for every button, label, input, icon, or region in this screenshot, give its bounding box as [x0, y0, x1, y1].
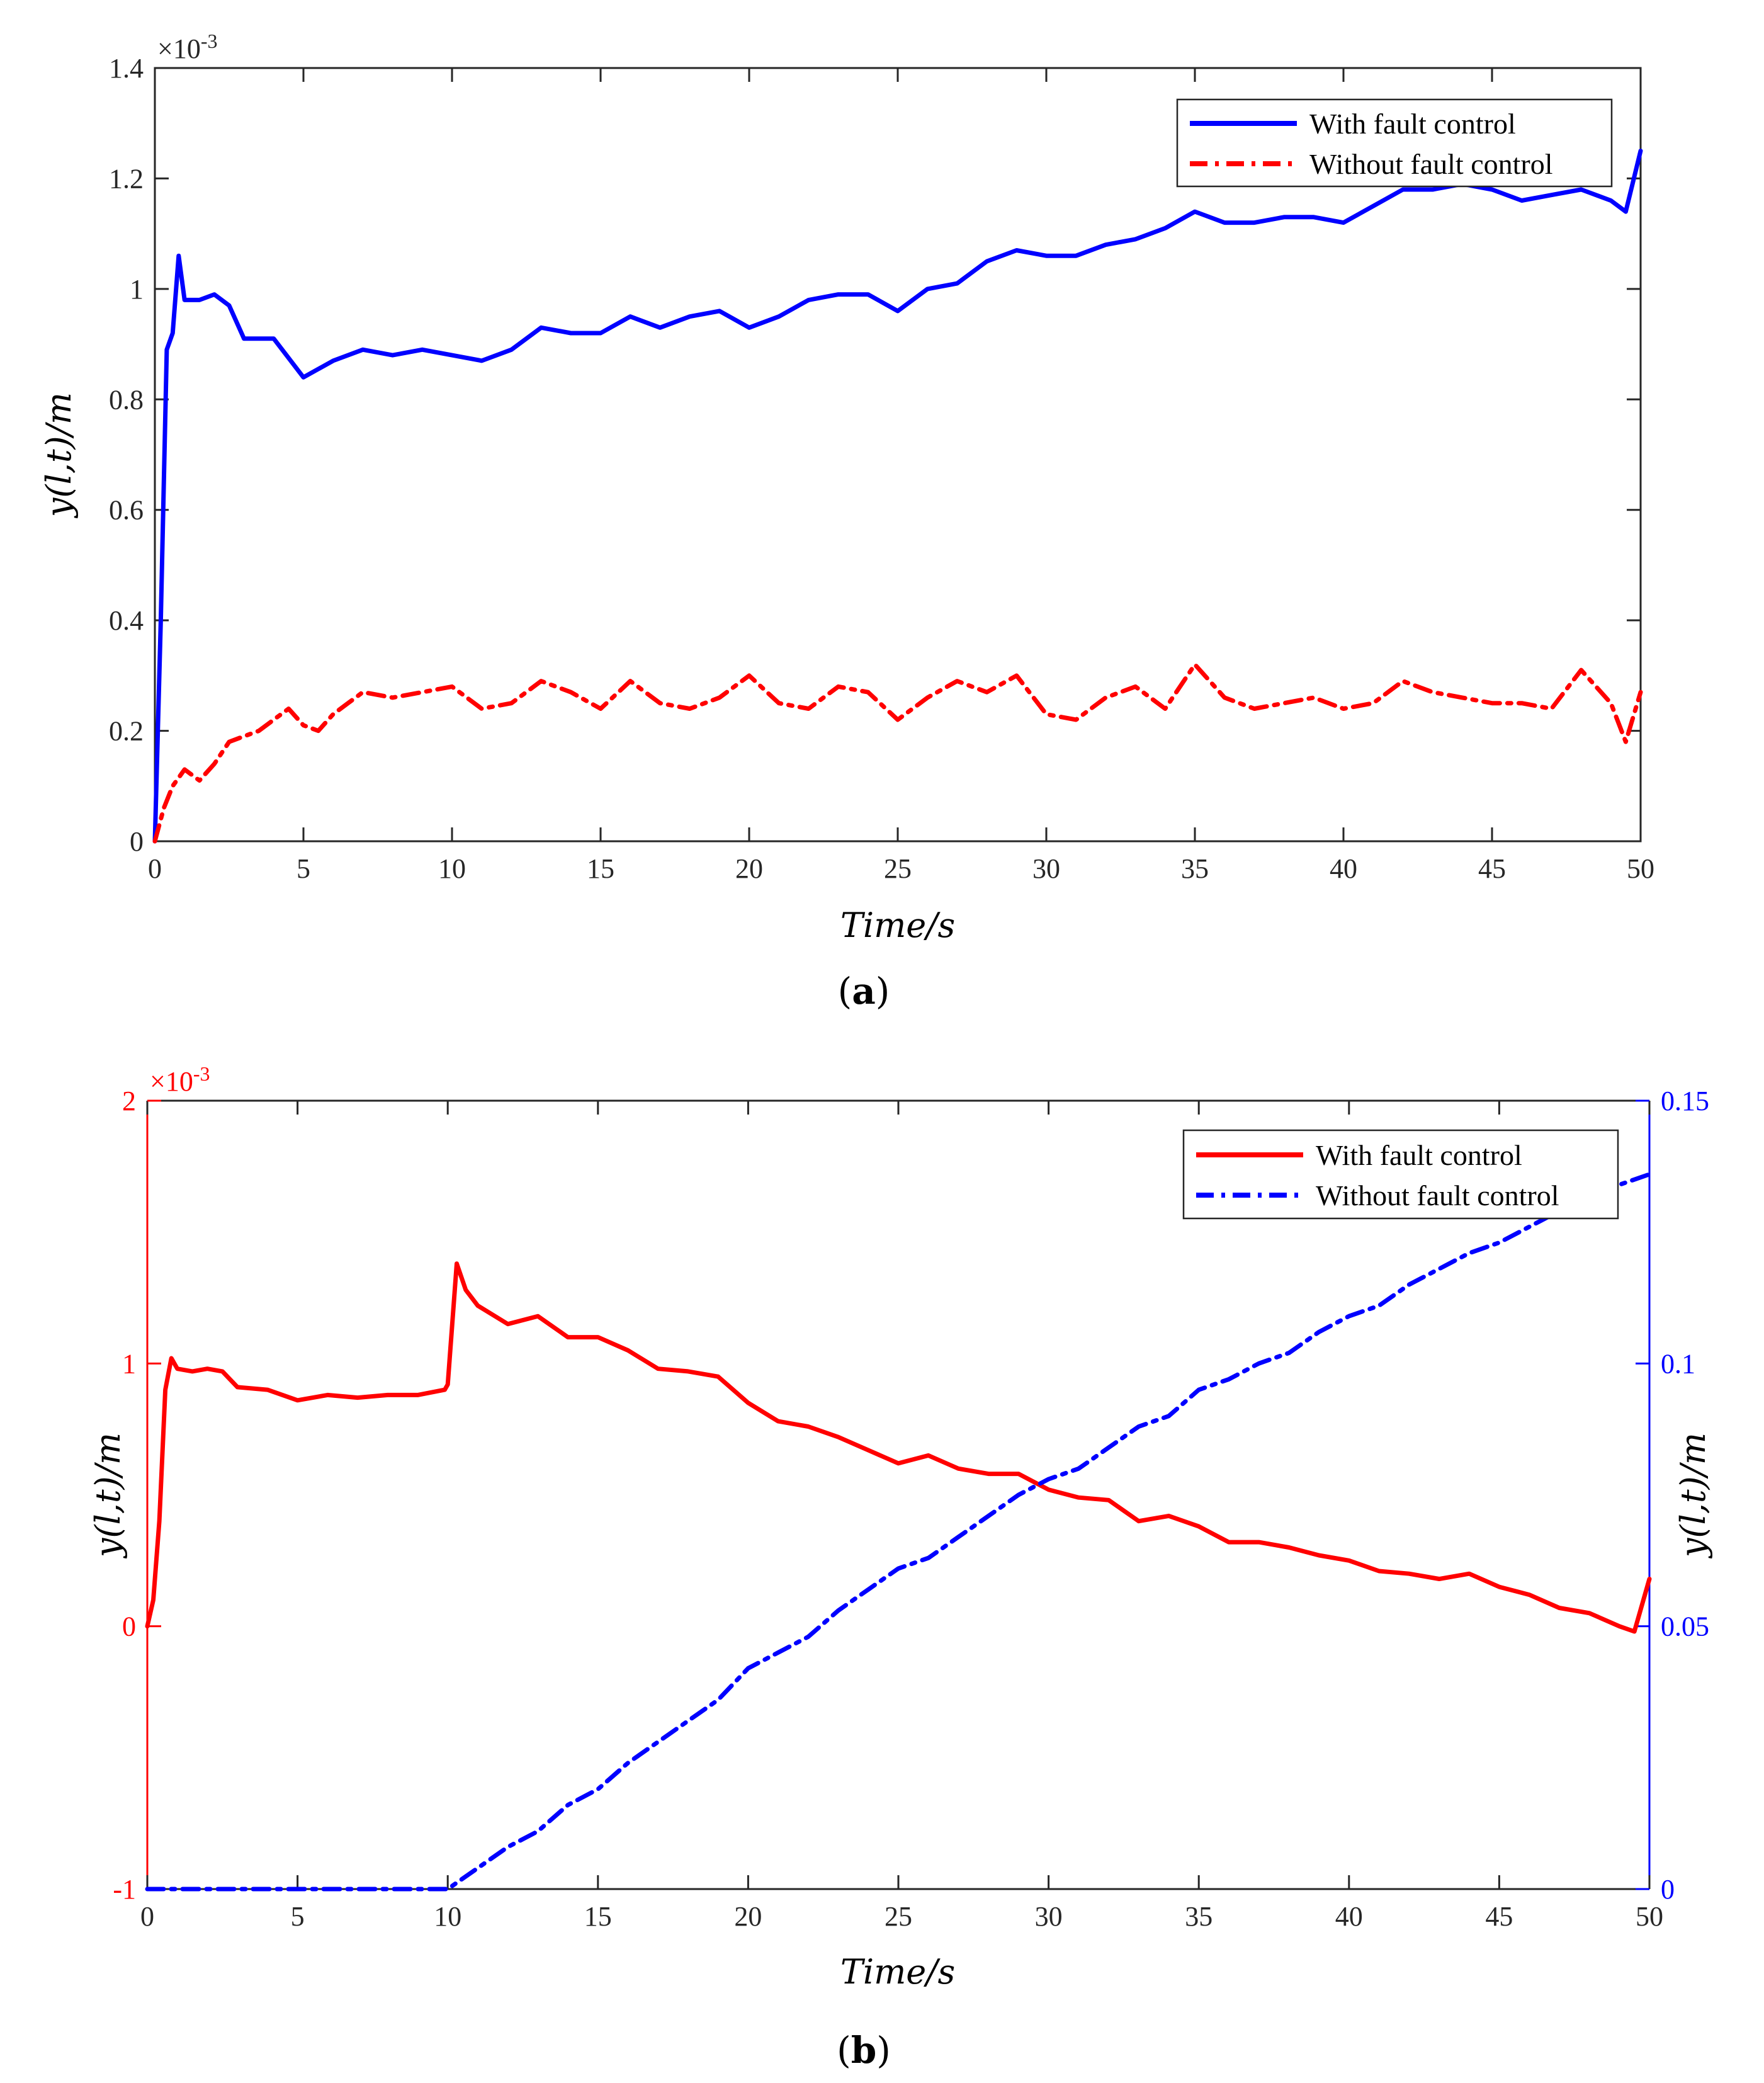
- panel-letter-b: b: [851, 2029, 877, 2072]
- x-axis-label-b: Time/s: [840, 1952, 955, 1992]
- x-axis-label-a: Time/s: [840, 905, 955, 945]
- y-axis-label-left-b: y(l,t)/m: [88, 1433, 128, 1558]
- x-tick-label-a-6: 30: [1032, 853, 1060, 884]
- series-lines-b: [145, 1172, 1652, 1892]
- x-ticks-b: 0 5 10 15 20 25 30 35 40 45 50: [140, 1101, 1663, 1932]
- x-tick-label-b-3: 15: [584, 1901, 612, 1932]
- legend-a: With fault control Without fault control: [1176, 98, 1613, 188]
- x-tick-label-a-1: 5: [297, 853, 310, 884]
- x-tick-label-a-7: 35: [1181, 853, 1209, 884]
- y-exponent-power-b: -3: [193, 1062, 210, 1085]
- y-exponent-a: ×10-3: [157, 30, 217, 64]
- series-lines-a: [152, 149, 1643, 844]
- x-tick-label-b-7: 35: [1185, 1901, 1213, 1932]
- legend-label-b-0: With fault control: [1316, 1139, 1522, 1171]
- legend-b: With fault control Without fault control: [1182, 1129, 1619, 1220]
- x-tick-label-b-9: 45: [1485, 1901, 1513, 1932]
- y-ticks-right-b: 0 0.05 0.1 0.15: [1636, 1086, 1709, 1905]
- y-tick-label-a-0: 0: [130, 826, 144, 857]
- panel-label-b: (b): [837, 2029, 891, 2072]
- y-tick-label-a-7: 1.4: [109, 53, 144, 84]
- x-tick-label-b-1: 5: [291, 1901, 305, 1932]
- y-exponent-power-a: -3: [201, 30, 218, 52]
- legend-box-a: [1176, 98, 1613, 188]
- y-tick-label-b-0: -1: [113, 1874, 136, 1905]
- y-tick-label-right-b-1: 0.05: [1661, 1611, 1709, 1642]
- x-tick-label-a-5: 25: [884, 853, 912, 884]
- y-tick-label-right-b-2: 0.1: [1661, 1348, 1695, 1379]
- panel-a: 0 5 10 15 20 25 30 35 40 45 50 0 0.2 0.4 0.6 0.8 1 1.2 1.…: [39, 30, 1654, 1013]
- x-tick-label-b-5: 25: [885, 1901, 912, 1932]
- y-tick-label-a-5: 1: [130, 274, 144, 305]
- x-tick-label-a-4: 20: [735, 853, 763, 884]
- x-tick-label-a-8: 40: [1330, 853, 1357, 884]
- plot-area-b: [147, 1101, 1649, 1889]
- panel-letter-a: a: [852, 970, 876, 1013]
- series-line-b-0: [145, 1261, 1652, 1634]
- y-axis-label-a: y(l,t)/m: [39, 392, 79, 518]
- series-line-a-0: [152, 149, 1643, 844]
- y-tick-label-a-2: 0.4: [109, 605, 144, 636]
- x-tick-label-b-10: 50: [1636, 1901, 1663, 1932]
- y-tick-label-a-6: 1.2: [109, 163, 144, 194]
- x-tick-label-a-10: 50: [1627, 853, 1654, 884]
- y-exponent-base-b: ×10: [150, 1066, 193, 1097]
- x-tick-label-a-9: 45: [1478, 853, 1506, 884]
- y-tick-label-a-4: 0.8: [109, 384, 144, 415]
- y-tick-label-a-3: 0.6: [109, 495, 144, 526]
- legend-label-b-1: Without fault control: [1316, 1179, 1559, 1212]
- x-tick-label-b-4: 20: [734, 1901, 762, 1932]
- y-ticks-a: 0 0.2 0.4 0.6 0.8 1 1.2 1.4: [109, 53, 1641, 857]
- panel-label-a: (a): [838, 970, 890, 1013]
- series-line-a-1: [152, 662, 1643, 844]
- y-exponent-base-a: ×10: [157, 33, 201, 64]
- x-tick-label-b-2: 10: [434, 1901, 461, 1932]
- y-tick-label-b-2: 1: [122, 1348, 136, 1379]
- y-exponent-b: ×10-3: [150, 1062, 210, 1097]
- x-ticks-a: 0 5 10 15 20 25 30 35 40 45 50: [148, 68, 1654, 884]
- x-tick-label-a-2: 10: [438, 853, 466, 884]
- y-tick-label-right-b-3: 0.15: [1661, 1086, 1709, 1116]
- legend-label-a-1: Without fault control: [1309, 148, 1553, 180]
- y-tick-label-right-b-0: 0: [1661, 1874, 1675, 1905]
- y-tick-label-b-1: 0: [122, 1611, 136, 1642]
- x-tick-label-a-3: 15: [587, 853, 614, 884]
- x-tick-label-b-6: 30: [1035, 1901, 1063, 1932]
- y-tick-label-a-1: 0.2: [109, 716, 144, 747]
- x-tick-label-b-8: 40: [1335, 1901, 1363, 1932]
- x-tick-label-a-0: 0: [148, 853, 162, 884]
- y-axis-label-right-b: y(l,t)/m: [1673, 1433, 1713, 1558]
- y-tick-label-b-3: 2: [122, 1086, 136, 1116]
- series-line-b-1: [145, 1172, 1652, 1892]
- legend-label-a-0: With fault control: [1309, 108, 1516, 140]
- x-tick-label-b-0: 0: [140, 1901, 154, 1932]
- legend-box-b: [1182, 1129, 1619, 1220]
